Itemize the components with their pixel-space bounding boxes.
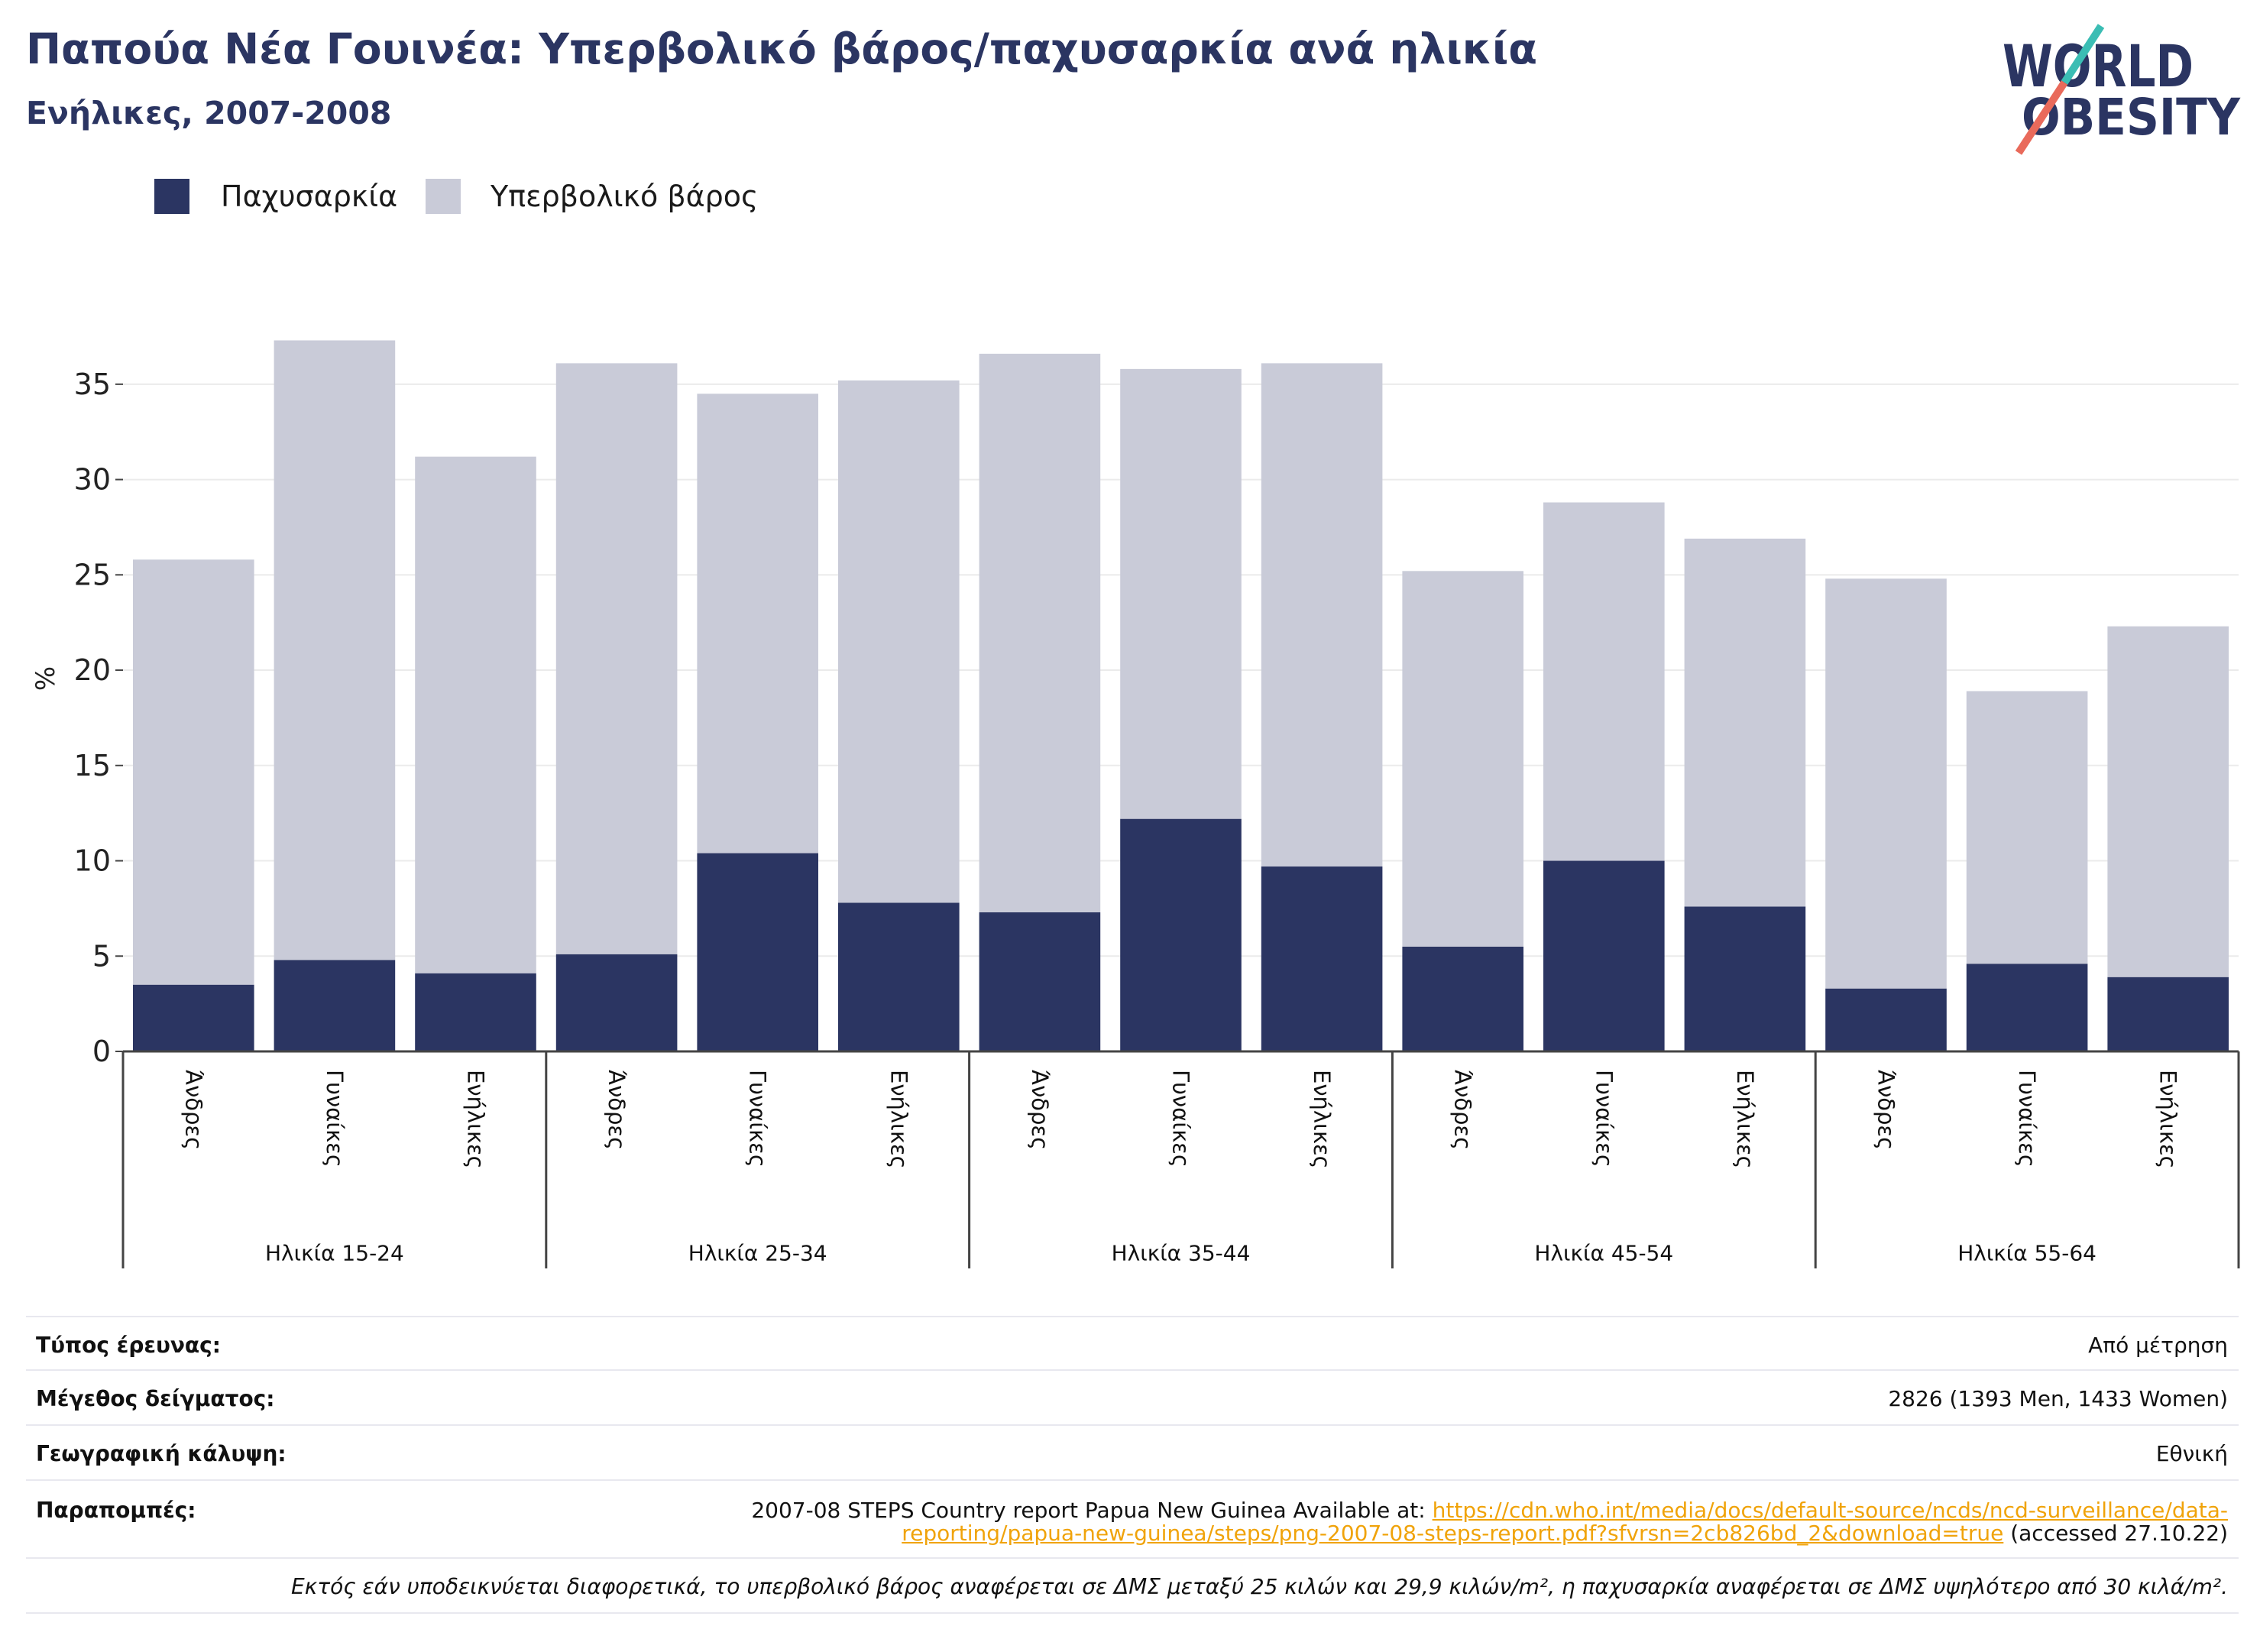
obesity-bar — [1543, 860, 1665, 1051]
overweight-bar — [1261, 363, 1383, 867]
obesity-bar — [1120, 818, 1242, 1051]
y-tick-label: 30 — [74, 463, 111, 497]
x-category-label: Γυναίκες — [745, 1070, 771, 1168]
sample-size-label: Μέγεθος δείγματος: — [36, 1386, 275, 1411]
legend-swatch-obesity — [154, 179, 189, 214]
world-obesity-logo: WORLD OBESITY — [2003, 24, 2241, 155]
table-divider — [26, 1424, 2239, 1426]
obesity-bar — [1402, 946, 1523, 1051]
sample-size-value: 2826 (1393 Men, 1433 Women) — [1888, 1386, 2228, 1411]
obesity-bar — [1684, 906, 1806, 1051]
legend-label-obesity: Παχυσαρκία — [221, 180, 398, 213]
axes: 0 5 10 15 20 25 30 35 Άνδρες Γυναίκες Ενήλικες Άνδρ… — [74, 368, 2240, 1268]
references-value: 2007-08 STEPS Country report Papua New G… — [751, 1499, 2228, 1545]
obesity-bar — [415, 973, 536, 1051]
info-row-references: Παραπομπές: 2007-08 STEPS Country report… — [36, 1499, 2228, 1545]
info-row-coverage: Γεωγραφική κάλυψη: Εθνική — [36, 1442, 2228, 1466]
coverage-value: Εθνική — [2155, 1441, 2228, 1466]
y-tick-label: 5 — [92, 939, 111, 973]
x-group-label: Ηλικία 25-34 — [688, 1241, 827, 1266]
overweight-bar — [1543, 502, 1665, 861]
legend-swatch-overweight — [426, 179, 461, 214]
x-group-label: Ηλικία 45-54 — [1534, 1241, 1673, 1266]
stacked-bar-chart: % 0 5 10 15 20 25 30 35 Άνδρες Γυναίκες Ενήλικες Άν… — [31, 340, 2240, 1268]
x-category-label: Γυναίκες — [322, 1070, 348, 1168]
bars — [133, 340, 2229, 1051]
x-category-label: Ενήλικες — [1732, 1070, 1758, 1169]
overweight-bar — [2107, 626, 2229, 977]
reference-text: 2007-08 STEPS Country report Papua New G… — [751, 1498, 1433, 1523]
info-row-survey-type: Τύπος έρευνας: Από μέτρηση — [36, 1333, 2228, 1358]
y-tick-label: 20 — [74, 653, 111, 687]
logo-slash-top — [2061, 24, 2105, 85]
overweight-bar — [1402, 571, 1523, 947]
survey-type-value: Από μέτρηση — [2088, 1333, 2228, 1358]
obesity-bar — [2107, 977, 2229, 1051]
x-category-label: Άνδρες — [1027, 1070, 1053, 1150]
y-tick-label: 10 — [74, 844, 111, 878]
info-row-note: Εκτός εάν υποδεικνύεται διαφορετικά, το … — [36, 1575, 2228, 1599]
obesity-bar — [697, 853, 818, 1051]
legend-item-overweight: Υπερβολικό βάρος — [426, 179, 758, 214]
legend-label-overweight: Υπερβολικό βάρος — [491, 180, 759, 213]
y-tick-label: 15 — [74, 749, 111, 782]
obesity-bar — [1966, 964, 2088, 1051]
obesity-bar — [133, 984, 254, 1051]
x-category-label: Ενήλικες — [2155, 1070, 2181, 1169]
obesity-bar — [555, 954, 678, 1051]
x-group-label: Ηλικία 35-44 — [1112, 1241, 1251, 1266]
reference-link[interactable]: https://cdn.who.int/media/docs/default-s… — [1432, 1498, 2228, 1523]
overweight-bar — [1966, 691, 2088, 964]
obesity-bar — [1825, 988, 1947, 1051]
logo-slash-bottom — [2015, 80, 2068, 155]
overweight-bar — [274, 340, 396, 960]
survey-type-label: Τύπος έρευνας: — [36, 1333, 221, 1358]
overweight-bar — [415, 456, 536, 973]
reference-link[interactable]: reporting/papua-new-guinea/steps/png-200… — [902, 1521, 2004, 1546]
x-category-label: Άνδρες — [180, 1070, 206, 1150]
table-divider — [26, 1612, 2239, 1614]
obesity-bar — [274, 960, 396, 1051]
reference-accessed-text: (accessed 27.10.22) — [2003, 1521, 2228, 1546]
x-category-label: Γυναίκες — [1168, 1070, 1194, 1168]
overweight-bar — [697, 394, 818, 854]
x-category-label: Άνδρες — [1450, 1070, 1476, 1150]
overweight-bar — [979, 353, 1101, 912]
legend-item-obesity: Παχυσαρκία — [154, 179, 397, 214]
coverage-label: Γεωγραφική κάλυψη: — [36, 1441, 287, 1466]
x-group-label: Ηλικία 55-64 — [1957, 1241, 2096, 1266]
obesity-bar — [979, 912, 1101, 1051]
table-divider — [26, 1316, 2239, 1317]
x-category-label: Άνδρες — [1873, 1070, 1899, 1150]
overweight-bar — [838, 380, 960, 903]
x-category-label: Ενήλικες — [463, 1070, 489, 1169]
info-row-sample-size: Μέγεθος δείγματος: 2826 (1393 Men, 1433 … — [36, 1387, 2228, 1411]
y-tick-label: 25 — [74, 558, 111, 591]
y-tick-label: 35 — [74, 368, 111, 401]
table-divider — [26, 1369, 2239, 1371]
x-group-label: Ηλικία 15-24 — [265, 1241, 404, 1266]
logo-text-world: WORLD — [2003, 32, 2194, 100]
chart-title: Παπούα Νέα Γουινέα: Υπερβολικό βάρος/παχ… — [26, 24, 1538, 73]
x-category-label: Γυναίκες — [1591, 1070, 1617, 1168]
overweight-bar — [555, 363, 678, 954]
x-category-label: Ενήλικες — [1309, 1070, 1335, 1169]
x-category-label: Γυναίκες — [2014, 1070, 2040, 1168]
references-label: Παραπομπές: — [36, 1498, 196, 1523]
table-divider — [26, 1557, 2239, 1559]
overweight-bar — [1825, 578, 1947, 989]
obesity-bar — [1261, 866, 1383, 1051]
table-divider — [26, 1479, 2239, 1481]
x-category-label: Άνδρες — [604, 1070, 630, 1150]
x-category-label: Ενήλικες — [886, 1070, 911, 1169]
definition-note: Εκτός εάν υποδεικνύεται διαφορετικά, το … — [291, 1574, 2228, 1599]
y-axis-title: % — [31, 666, 61, 691]
overweight-bar — [1684, 538, 1806, 907]
obesity-bar — [838, 902, 960, 1051]
y-tick-label: 0 — [92, 1035, 111, 1068]
chart-subtitle: Ενήλικες, 2007-2008 — [26, 95, 392, 131]
overweight-bar — [133, 559, 254, 985]
overweight-bar — [1120, 368, 1242, 819]
